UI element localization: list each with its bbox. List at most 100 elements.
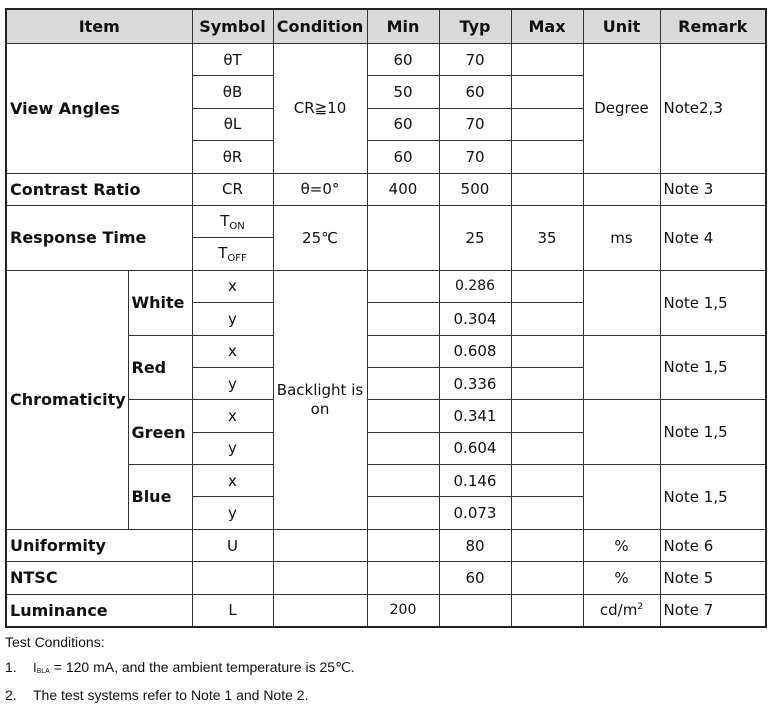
condition-cell: Backlight is on xyxy=(272,269,368,530)
current-symbol: IBLA xyxy=(33,660,50,675)
typ-cell: 0.073 xyxy=(438,496,512,530)
remark-cell: Note 1,5 xyxy=(659,399,767,466)
unit-cell xyxy=(582,464,661,530)
unit-text: cd/m xyxy=(599,601,638,620)
typ-cell: 0.336 xyxy=(438,366,512,401)
max-cell xyxy=(510,107,584,142)
min-cell: 400 xyxy=(366,172,440,206)
unit-cell xyxy=(582,334,661,401)
typ-cell: 70 xyxy=(438,42,512,77)
typ-cell: 70 xyxy=(438,107,512,142)
unit-cell xyxy=(582,399,661,466)
max-cell xyxy=(510,561,584,595)
table-row: Contrast Ratio CR θ=0° 400 500 Note 3 xyxy=(5,172,767,206)
typ-cell: 0.304 xyxy=(438,302,512,336)
symbol-text: T xyxy=(220,211,230,230)
current-letter: I xyxy=(33,660,37,675)
table-row: y 0.604 xyxy=(6,431,766,466)
table-row: Uniformity U 80 % Note 6 xyxy=(5,528,767,563)
symbol-cell: y xyxy=(191,302,274,336)
min-cell xyxy=(366,334,440,368)
max-cell xyxy=(510,334,584,368)
table-row: Response Time TON 25℃ 25 35 ms Note 4 xyxy=(5,204,767,271)
condition-cell: θ=0° xyxy=(272,172,368,206)
ntsc-label: NTSC xyxy=(5,561,193,595)
min-cell xyxy=(366,528,440,563)
color-label: Blue xyxy=(127,464,193,530)
condition-cell xyxy=(272,561,368,595)
typ-cell: 0.604 xyxy=(438,431,512,466)
header-unit: Unit xyxy=(582,8,661,44)
uniformity-label: Uniformity xyxy=(5,528,193,563)
unit-cell xyxy=(582,172,661,206)
min-cell xyxy=(366,496,440,530)
table-row: θB 50 60 xyxy=(6,75,766,109)
response-time-label: Response Time xyxy=(5,204,193,271)
max-cell xyxy=(510,431,584,466)
max-cell xyxy=(510,593,584,628)
max-cell xyxy=(510,75,584,109)
color-label: Red xyxy=(127,334,193,401)
header-typ: Typ xyxy=(438,8,512,44)
color-label: White xyxy=(127,269,193,336)
test-conditions-title: Test Conditions: xyxy=(5,634,105,650)
typ-cell: 500 xyxy=(438,172,512,206)
symbol-sub: OFF xyxy=(227,253,247,265)
min-cell: 60 xyxy=(366,140,440,174)
condition-cell xyxy=(272,593,368,628)
list-number: 2. xyxy=(5,687,17,703)
chromaticity-label: Chromaticity xyxy=(5,269,129,530)
symbol-cell: x xyxy=(191,269,274,304)
max-cell xyxy=(510,366,584,401)
table-row: y 0.304 xyxy=(6,302,766,336)
typ-cell: 0.286 xyxy=(438,269,512,304)
list-number: 1. xyxy=(5,659,17,675)
unit-cell: Degree xyxy=(582,43,661,174)
min-cell: 60 xyxy=(366,42,440,77)
remark-cell: Note 6 xyxy=(659,528,767,563)
symbol-cell: y xyxy=(191,366,274,401)
unit-sup: 2 xyxy=(637,602,644,613)
table-row: θL 60 70 xyxy=(6,107,766,142)
symbol-cell: θR xyxy=(191,140,274,174)
table-row: Chromaticity White x Backlight is on 0.2… xyxy=(5,269,767,530)
unit-cell: % xyxy=(582,528,661,563)
remark-cell: Note 5 xyxy=(659,561,767,595)
min-cell xyxy=(366,431,440,466)
condition-cell: CR≧10 xyxy=(272,43,368,174)
test-condition-2: 2. The test systems refer to Note 1 and N… xyxy=(5,687,308,703)
condition-cell xyxy=(272,528,368,563)
typ-cell: 0.608 xyxy=(438,334,512,368)
header-symbol: Symbol xyxy=(191,8,274,44)
header-max: Max xyxy=(510,8,584,44)
test-condition-1: 1. IBLA = 120 mA, and the ambient tempera… xyxy=(5,659,355,676)
max-cell: 35 xyxy=(510,204,584,271)
remark-cell: Note2,3 xyxy=(659,43,767,174)
unit-cell: ms xyxy=(582,204,661,271)
contrast-ratio-label: Contrast Ratio xyxy=(5,172,193,206)
min-cell: 50 xyxy=(366,75,440,109)
condition-text: = 120 mA, and the ambient temperature is… xyxy=(53,659,355,675)
min-cell xyxy=(366,399,440,433)
header-condition: Condition xyxy=(272,8,368,44)
symbol-cell: x xyxy=(191,334,274,368)
max-cell xyxy=(510,302,584,336)
min-cell xyxy=(366,204,440,271)
typ-cell: 60 xyxy=(438,75,512,109)
symbol-cell: y xyxy=(191,431,274,466)
header-row: Item Symbol Condition Min Typ Max Unit R… xyxy=(5,8,767,44)
typ-cell: 25 xyxy=(438,204,512,271)
remark-cell: Note 4 xyxy=(659,204,767,271)
optical-specs-table: Item Symbol Condition Min Typ Max Unit R… xyxy=(5,8,767,629)
symbol-cell: x xyxy=(191,399,274,433)
max-cell xyxy=(510,172,584,206)
symbol-cell: θT xyxy=(191,42,274,77)
max-cell xyxy=(510,42,584,77)
table-row: θR 60 70 xyxy=(6,140,766,174)
symbol-cell: TON xyxy=(191,204,274,239)
symbol-cell: θL xyxy=(191,107,274,142)
symbol-text: T xyxy=(218,244,228,263)
typ-cell: 0.146 xyxy=(438,464,512,498)
typ-cell: 60 xyxy=(438,561,512,595)
unit-cell: % xyxy=(582,561,661,595)
